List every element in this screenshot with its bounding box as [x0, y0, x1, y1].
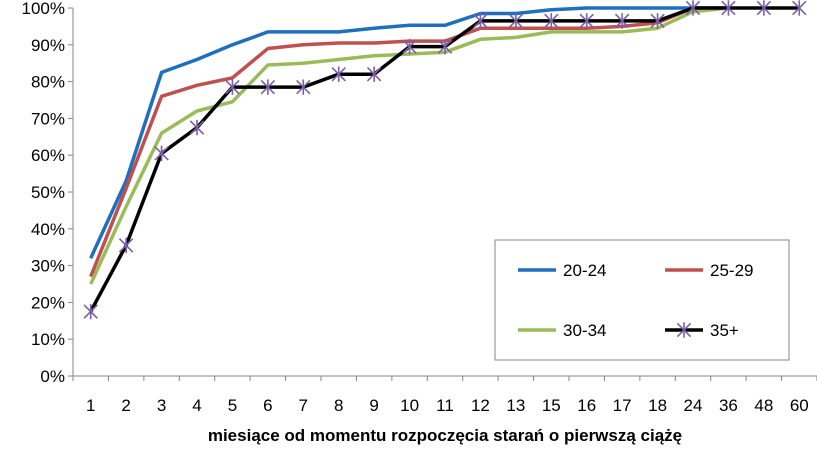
- x-axis-title: miesiące od momentu rozpoczęcia starań o…: [208, 426, 682, 445]
- legend-box: [494, 239, 790, 361]
- y-tick-label: 90%: [31, 36, 65, 55]
- legend: 20-24 25-29 30-34 35+: [494, 239, 790, 361]
- x-tick-label: 17: [613, 396, 632, 415]
- legend-item: 25-29: [665, 261, 753, 280]
- asterisk-marker: [473, 13, 488, 29]
- legend-label: 30-34: [563, 321, 606, 340]
- x-tick-label: 48: [754, 396, 773, 415]
- y-tick-label: 20%: [31, 293, 65, 312]
- x-tick-label: 2: [121, 396, 130, 415]
- legend-item: 35+: [665, 321, 739, 340]
- x-tick-label: 7: [299, 396, 308, 415]
- asterisk-marker: [83, 303, 98, 320]
- x-tick-label: 8: [334, 396, 343, 415]
- x-tick-label: 5: [228, 396, 237, 415]
- y-tick-label: 30%: [31, 257, 65, 276]
- series-35+: [83, 0, 807, 320]
- asterisk-marker: [154, 145, 169, 162]
- x-tick-label: 4: [192, 396, 201, 415]
- legend-label: 20-24: [563, 261, 606, 280]
- asterisk-marker: [402, 38, 417, 55]
- asterisk-marker: [544, 13, 559, 29]
- asterisk-marker: [614, 13, 630, 29]
- y-tick-label: 60%: [31, 146, 65, 165]
- y-tick-label: 40%: [31, 220, 65, 239]
- asterisk-marker: [260, 79, 276, 95]
- x-tick-label: 9: [369, 396, 378, 415]
- y-tick-label: 50%: [31, 183, 65, 202]
- x-tick-label: 60: [790, 396, 809, 415]
- asterisk-marker: [792, 0, 807, 16]
- asterisk-marker: [756, 0, 772, 16]
- asterisk-marker: [118, 237, 134, 254]
- x-tick-label: 6: [263, 396, 272, 415]
- asterisk-marker: [650, 13, 665, 29]
- asterisk-marker: [296, 79, 311, 95]
- asterisk-marker: [366, 66, 382, 82]
- y-tick-label: 80%: [31, 73, 65, 92]
- asterisk-marker: [189, 119, 205, 136]
- x-tick-label: 24: [684, 396, 703, 415]
- x-tick-label: 3: [157, 396, 166, 415]
- asterisk-marker: [508, 13, 524, 29]
- legend-item: 20-24: [518, 261, 606, 280]
- x-tick-label: 12: [471, 396, 490, 415]
- series-line: [89, 6, 729, 259]
- x-tick-label: 36: [719, 396, 738, 415]
- x-tick-label: 10: [400, 396, 419, 415]
- series-layer: [83, 0, 807, 320]
- x-tick-label: 11: [436, 396, 454, 415]
- legend-label: 25-29: [710, 261, 753, 280]
- x-tick-label: 15: [542, 396, 561, 415]
- x-tick-labels: 1 2 3 4 5 6 7 8 9 10 11 12 13 15 16 17 18 24 36 48 60: [86, 396, 809, 415]
- legend-label: 35+: [710, 321, 739, 340]
- asterisk-marker: [676, 322, 692, 338]
- x-tick-label: 18: [648, 396, 667, 415]
- y-tick-labels: 0% 10% 20% 30% 40% 50% 60% 70% 80% 90% 100%: [22, 0, 65, 386]
- asterisk-marker: [437, 38, 453, 55]
- y-tick-label: 0%: [40, 367, 65, 386]
- y-tick-label: 10%: [31, 330, 65, 349]
- asterisk-marker: [685, 0, 701, 16]
- x-tick-label: 16: [577, 396, 596, 415]
- y-tick-label: 70%: [31, 109, 65, 128]
- series-20-24: [89, 6, 729, 259]
- axes: [68, 7, 817, 381]
- asterisk-marker: [331, 66, 346, 82]
- asterisk-marker: [225, 79, 240, 95]
- legend-item: 30-34: [518, 321, 606, 340]
- y-tick-label: 100%: [22, 0, 65, 18]
- asterisk-marker: [721, 0, 736, 16]
- x-tick-label: 13: [506, 396, 525, 415]
- x-tick-label: 1: [86, 396, 95, 415]
- asterisk-marker: [579, 13, 594, 29]
